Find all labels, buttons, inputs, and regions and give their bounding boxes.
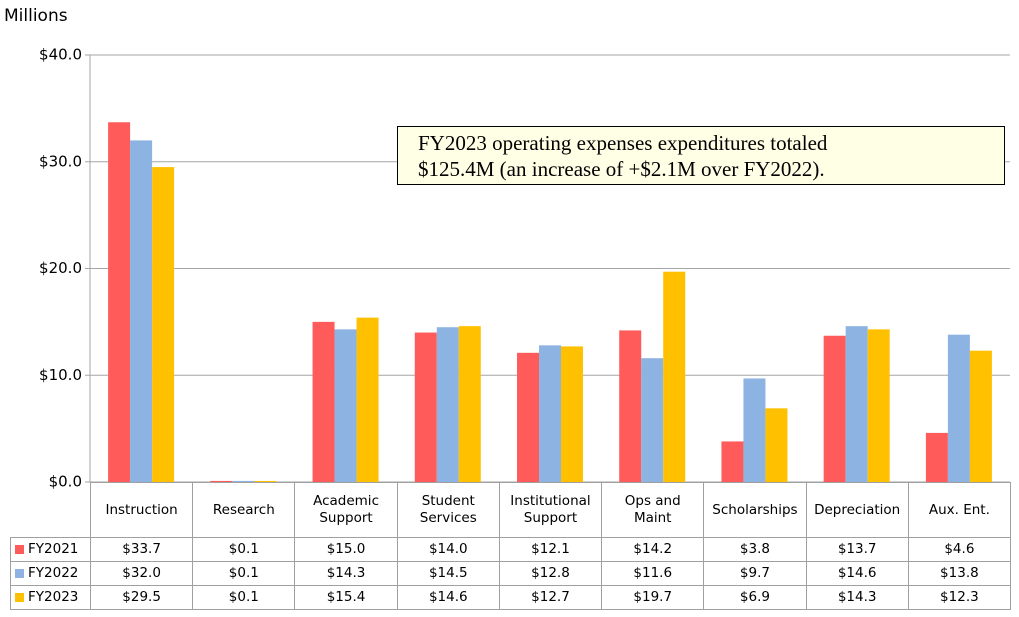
bar <box>845 326 868 482</box>
legend-entry: FY2021 <box>10 537 91 562</box>
table-cell: $12.8 <box>498 561 603 586</box>
legend-label: FY2021 <box>28 541 79 558</box>
bar <box>925 432 948 482</box>
legend-entry: FY2022 <box>10 561 91 586</box>
table-cell: $9.7 <box>703 561 807 586</box>
legend-entry: FY2023 <box>10 585 91 610</box>
table-cell: $19.7 <box>601 585 705 610</box>
legend-swatch <box>15 569 24 578</box>
bar <box>539 345 561 482</box>
annotation-line: FY2023 operating expenses expenditures t… <box>418 131 828 155</box>
y-tick-label: $0.0 <box>49 473 82 491</box>
bar <box>517 352 539 482</box>
legend-label: FY2023 <box>28 589 79 606</box>
bar <box>743 378 766 482</box>
bar <box>414 332 437 482</box>
table-cell: $13.8 <box>907 561 1011 586</box>
bar <box>663 271 686 482</box>
legend-swatch <box>15 593 24 602</box>
y-tick-label: $40.0 <box>39 46 82 64</box>
bar <box>130 140 153 482</box>
bar <box>619 330 642 482</box>
bar <box>458 326 481 482</box>
bar <box>765 408 788 482</box>
bar <box>641 358 664 482</box>
table-cell: $14.0 <box>396 537 500 562</box>
x-tick-label: Institutional Support <box>498 482 603 538</box>
bar <box>152 167 175 482</box>
table-cell: $14.2 <box>601 537 705 562</box>
table-cell: $12.7 <box>498 585 603 610</box>
y-tick-label: $20.0 <box>39 259 82 277</box>
x-tick-label: Instruction <box>90 482 194 538</box>
table-cell: $29.5 <box>90 585 194 610</box>
table-cell: $14.3 <box>294 561 398 586</box>
bar <box>721 441 744 482</box>
table-cell: $14.5 <box>396 561 500 586</box>
table-cell: $12.3 <box>907 585 1011 610</box>
table-cell: $0.1 <box>192 585 296 610</box>
table-cell: $32.0 <box>90 561 194 586</box>
x-tick-label: Academic Support <box>294 482 398 538</box>
bar <box>823 335 846 482</box>
bar <box>561 346 583 482</box>
table-cell: $0.1 <box>192 537 296 562</box>
legend-swatch <box>15 545 24 554</box>
table-cell: $14.3 <box>805 585 909 610</box>
x-tick-label: Depreciation <box>805 482 909 538</box>
x-tick-label: Student Services <box>396 482 500 538</box>
x-tick-label: Aux. Ent. <box>907 482 1011 538</box>
legend-label: FY2022 <box>28 565 79 582</box>
table-cell: $15.0 <box>294 537 398 562</box>
bar <box>312 321 335 482</box>
bar <box>436 327 459 482</box>
bar <box>947 334 970 482</box>
annotation: FY2023 operating expenses expenditures t… <box>397 126 1005 185</box>
annotation-line: $125.4M (an increase of +$2.1M over FY20… <box>418 157 825 181</box>
table-cell: $0.1 <box>192 561 296 586</box>
table-cell: $33.7 <box>90 537 194 562</box>
bar <box>232 480 255 482</box>
y-tick-label: $10.0 <box>39 366 82 384</box>
x-tick-label: Ops and Maint <box>601 482 705 538</box>
table-cell: $15.4 <box>294 585 398 610</box>
table-cell: $14.6 <box>805 561 909 586</box>
bar <box>969 350 992 482</box>
x-tick-label: Research <box>192 482 296 538</box>
table-cell: $13.7 <box>805 537 909 562</box>
x-tick-label: Scholarships <box>703 482 807 538</box>
bar <box>108 122 131 482</box>
table-cell: $12.1 <box>498 537 603 562</box>
bar <box>254 480 277 482</box>
bar <box>356 317 379 482</box>
table-cell: $3.8 <box>703 537 807 562</box>
table-cell: $4.6 <box>907 537 1011 562</box>
table-cell: $6.9 <box>703 585 807 610</box>
bar <box>334 329 357 482</box>
bar <box>210 480 233 482</box>
table-cell: $11.6 <box>601 561 705 586</box>
y-tick-label: $30.0 <box>39 152 82 170</box>
table-cell: $14.6 <box>396 585 500 610</box>
bar <box>867 329 890 482</box>
y-axis-label: Millions <box>4 6 68 26</box>
